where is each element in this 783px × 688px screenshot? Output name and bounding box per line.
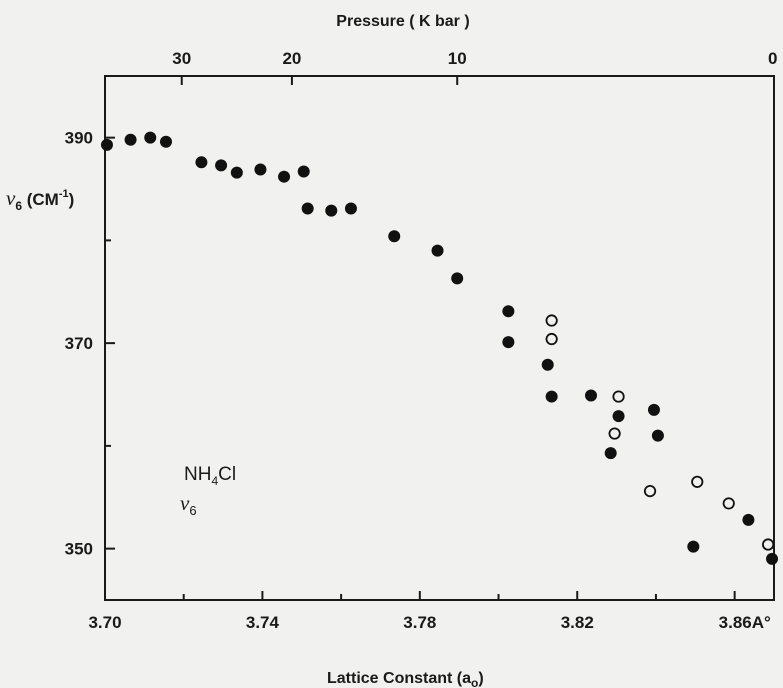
filled-point xyxy=(585,389,598,402)
annotation-mode: ν6 xyxy=(180,491,197,518)
filled-point xyxy=(124,133,137,146)
y-axis-title-close: ) xyxy=(69,190,75,209)
filled-point xyxy=(195,156,208,169)
filled-point xyxy=(144,131,157,144)
y-axis-title-subscript: 6 xyxy=(15,199,22,213)
x-axis-ticks: 3.70 3.74 3.78 3.82 3.86A° xyxy=(88,591,771,632)
x-axis-title: Lattice Constant (ao) xyxy=(327,670,484,688)
y-tick-label: 350 xyxy=(65,540,93,559)
filled-point xyxy=(545,390,558,403)
annotation-compound: NH4Cl xyxy=(184,464,236,488)
open-point xyxy=(612,390,625,403)
annotation-mode-symbol: ν xyxy=(180,491,190,515)
x-tick-label: 3.82 xyxy=(561,613,594,632)
filled-point xyxy=(541,358,554,371)
filled-point xyxy=(100,138,113,151)
open-point xyxy=(722,497,735,510)
filled-point xyxy=(612,410,625,423)
annotation-compound-rest: Cl xyxy=(218,464,236,485)
filled-point xyxy=(215,159,228,172)
open-point xyxy=(643,484,657,498)
top-axis-title: Pressure ( K bar ) xyxy=(336,13,469,30)
filled-point xyxy=(502,305,515,318)
data-points xyxy=(100,131,779,565)
x-axis-title-close: ) xyxy=(478,670,483,687)
x-tick-label: 3.74 xyxy=(246,613,280,632)
filled-point xyxy=(230,166,243,179)
top-axis-ticks: 30 20 10 0 xyxy=(172,49,777,85)
top-tick-label: 20 xyxy=(282,49,301,68)
top-tick-label: 10 xyxy=(448,49,467,68)
y-tick-label: 370 xyxy=(65,334,93,353)
y-axis-title-unit: (CM xyxy=(22,190,59,209)
filled-point xyxy=(651,429,664,442)
x-axis-title-main: Lattice Constant (a xyxy=(327,670,471,687)
filled-point xyxy=(431,244,444,257)
x-axis-title-subscript: o xyxy=(471,676,478,688)
open-point xyxy=(545,314,558,327)
filled-point xyxy=(502,336,515,349)
x-tick-label: 3.86A° xyxy=(719,613,771,632)
filled-point xyxy=(388,230,401,243)
filled-point xyxy=(687,540,700,553)
filled-point xyxy=(325,204,338,217)
x-tick-label: 3.70 xyxy=(88,613,121,632)
x-tick-label: 3.78 xyxy=(403,613,436,632)
filled-point xyxy=(278,170,291,183)
open-point xyxy=(545,332,558,346)
y-tick-label: 390 xyxy=(65,129,93,148)
plot-frame xyxy=(104,75,775,601)
y-axis-title-symbol: ν xyxy=(6,186,16,210)
filled-point xyxy=(451,272,464,285)
filled-point xyxy=(297,165,310,178)
filled-point xyxy=(742,513,755,526)
y-axis-ticks: 350 370 390 xyxy=(65,129,115,559)
y-axis-title-superscript: -1 xyxy=(59,188,69,200)
filled-point xyxy=(766,552,779,565)
y-axis-title: ν6 (CM-1) xyxy=(6,186,74,213)
open-point xyxy=(691,475,704,488)
open-point xyxy=(608,427,621,440)
annotation-compound-main: NH xyxy=(184,464,211,485)
top-tick-label: 30 xyxy=(172,49,191,68)
annotation-compound-subscript: 4 xyxy=(211,474,218,488)
open-point xyxy=(761,538,775,551)
annotation-mode-subscript: 6 xyxy=(189,503,196,518)
top-tick-label: 0 xyxy=(768,49,777,68)
filled-point xyxy=(301,202,314,215)
filled-point xyxy=(159,135,172,148)
filled-point xyxy=(604,447,617,460)
filled-point xyxy=(647,403,660,416)
filled-point xyxy=(344,202,357,215)
filled-point xyxy=(254,163,267,176)
